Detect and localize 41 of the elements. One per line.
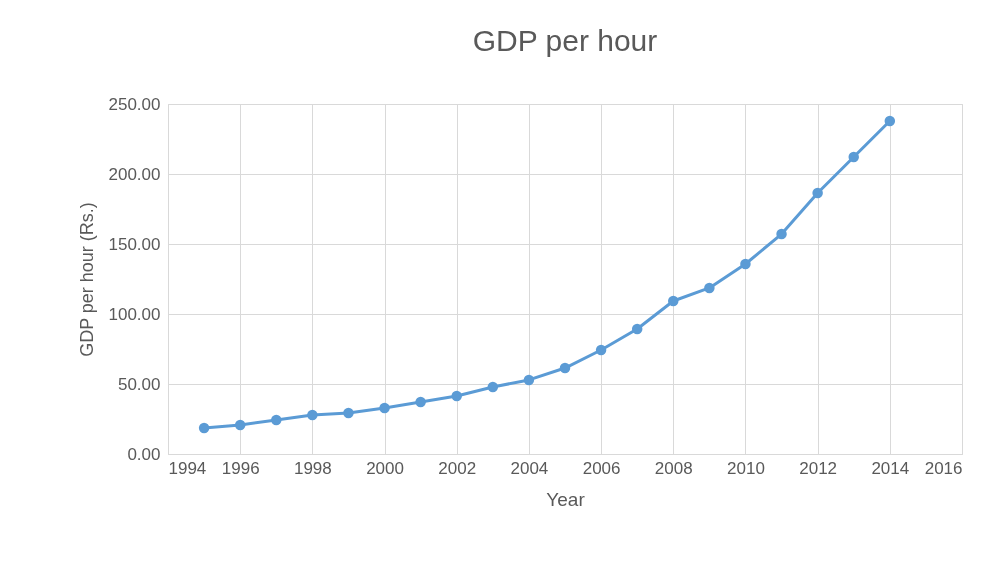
point [595, 344, 607, 356]
x-tick-label: 2008 [654, 458, 693, 478]
point [487, 381, 499, 393]
y-tick-label: 100.00 [108, 304, 161, 324]
x-tick-label: 2004 [510, 458, 549, 478]
point [307, 409, 318, 421]
x-tick-label: 2016 [924, 458, 963, 478]
point [451, 390, 462, 402]
point [234, 419, 246, 431]
point [379, 402, 390, 414]
point [776, 228, 787, 240]
x-tick-label: 1998 [293, 458, 332, 478]
point [631, 323, 643, 335]
point [704, 282, 715, 294]
y-tick-label: 200.00 [108, 164, 161, 184]
x-tick-label: 2000 [366, 458, 404, 478]
x-tick-label: 1994 [168, 458, 207, 478]
point [812, 187, 823, 199]
y-tick-label: 0.00 [127, 444, 161, 464]
y-tick-label: 50.00 [117, 374, 161, 394]
point [523, 374, 535, 386]
x-tick-label: 2012 [799, 458, 838, 478]
point [884, 115, 896, 127]
x-axis-title: Year [546, 488, 586, 510]
x-tick-label: 2006 [582, 458, 621, 478]
point [271, 414, 282, 426]
x-tick-label: 1996 [221, 458, 260, 478]
chart-title: GDP per hour [472, 24, 658, 57]
point [848, 151, 859, 163]
y-tick-label: 250.00 [108, 94, 161, 114]
point [559, 362, 571, 374]
x-tick-label: 2010 [727, 458, 765, 478]
point [198, 422, 210, 434]
point [668, 295, 679, 307]
point [343, 407, 354, 419]
point [740, 258, 751, 270]
y-axis-title: GDP per hour (Rs.) [76, 202, 97, 357]
x-tick-label: 2002 [438, 458, 477, 478]
point [415, 396, 426, 408]
x-tick-label: 2014 [871, 458, 910, 478]
y-tick-label: 150.00 [108, 234, 161, 254]
